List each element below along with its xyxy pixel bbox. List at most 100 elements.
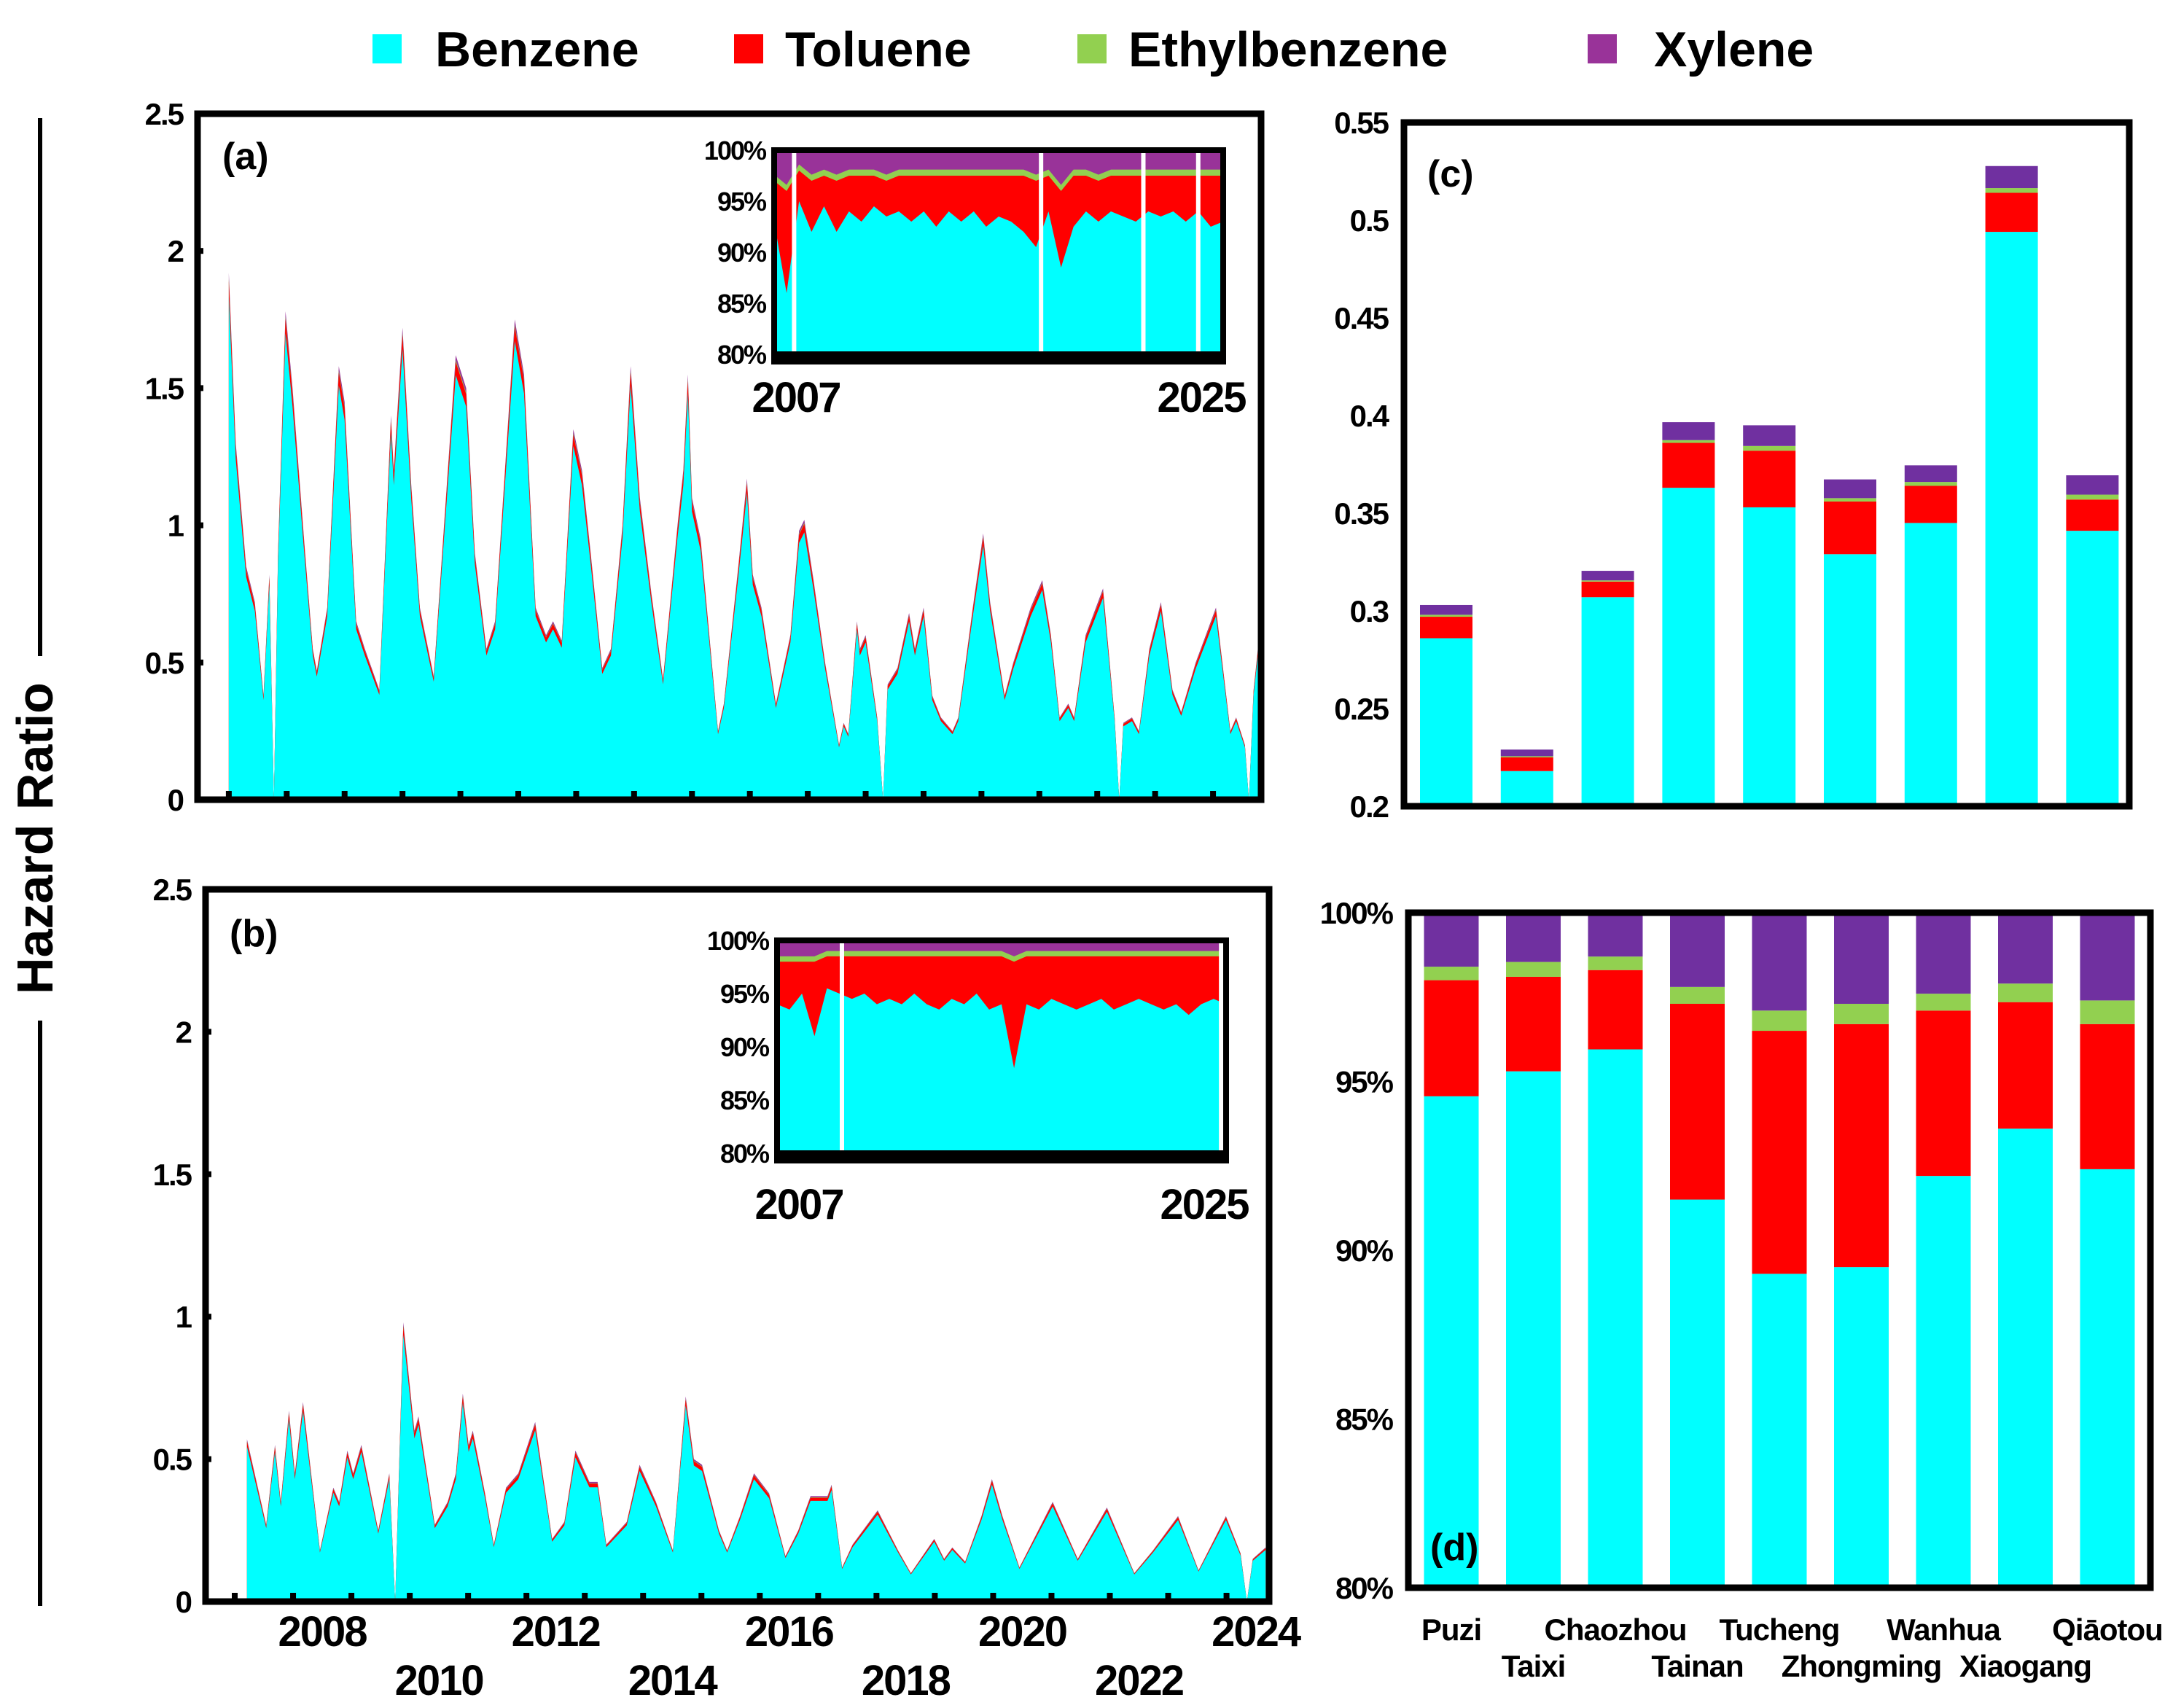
x-tick-mark <box>932 1593 938 1602</box>
inset-y-tick-label: 90% <box>717 238 767 268</box>
x-tick-mark <box>1094 791 1101 800</box>
x-tick-mark <box>990 1593 996 1602</box>
inset-y-tick-label: 100% <box>704 136 767 165</box>
inset-y-tick-label: 100% <box>707 926 770 956</box>
y-tick-label: 0.2 <box>1350 789 1389 824</box>
legend-swatch-ethylbenzene <box>1077 34 1107 63</box>
bar-segment-xylene <box>1581 571 1634 581</box>
y-tick-label: 2.5 <box>145 97 184 131</box>
bar-segment-xylene <box>2066 475 2119 495</box>
panel-label: (d) <box>1430 1526 1478 1569</box>
bar-zhongming <box>1824 479 1876 806</box>
bar-qiāotou <box>2066 475 2119 806</box>
bar-segment-toluene <box>1752 1031 1807 1274</box>
y-tick-label: 1.5 <box>145 371 184 405</box>
x-category-label: Tainan <box>1651 1649 1743 1683</box>
bar-segment-ethylbenzene <box>1581 580 1634 582</box>
inset-x-axis <box>774 1153 1229 1163</box>
x-tick-label: 2024 <box>1212 1608 1301 1656</box>
plot-frame <box>202 886 1273 1605</box>
bar-qiāotou <box>2080 913 2135 1588</box>
x-tick-mark <box>284 791 290 800</box>
x-tick-mark <box>757 1593 763 1602</box>
area-benzene <box>246 1335 1266 1602</box>
bar-segment-benzene <box>1824 554 1876 806</box>
area-benzene <box>228 296 1260 800</box>
bar-segment-ethylbenzene <box>1743 445 1796 451</box>
x-tick-mark <box>1223 1593 1230 1602</box>
x-tick-label: 2014 <box>628 1657 718 1704</box>
x-tick-mark <box>1165 1593 1171 1602</box>
bar-chaozhou <box>1588 913 1643 1588</box>
bar-segment-xylene <box>1500 749 1553 757</box>
y-tick-mark <box>203 1456 211 1462</box>
bar-segment-ethylbenzene <box>1916 994 1971 1011</box>
bar-segment-toluene <box>1581 581 1634 598</box>
y-tick-label: 95% <box>1335 1065 1394 1099</box>
y-tick-mark <box>203 1171 211 1177</box>
bar-segment-toluene <box>1506 976 1561 1072</box>
inset-y-tick-label: 90% <box>720 1032 770 1062</box>
bar-segment-xylene <box>2080 913 2135 1001</box>
bar-segment-benzene <box>1916 1176 1971 1588</box>
legend-label-ethylbenzene: Ethylbenzene <box>1128 22 1448 77</box>
bar-segment-ethylbenzene <box>1985 188 2038 193</box>
bar-segment-toluene <box>1588 970 1643 1050</box>
y-tick-mark <box>203 886 211 892</box>
bar-segment-xylene <box>1916 913 1971 994</box>
legend-item-xylene: Xylene <box>1588 22 1814 77</box>
bar-segment-toluene <box>1424 980 1479 1096</box>
bar-segment-ethylbenzene <box>1662 440 1715 443</box>
bar-xiaogang <box>1985 165 2038 807</box>
y-tick-label: 0.5 <box>1350 203 1389 238</box>
bar-segment-xylene <box>1424 913 1479 967</box>
y-tick-label: 0.4 <box>1350 399 1390 433</box>
panel-c: 0.55 0.5 0.45 0.4 0.35 0.3 0.25 0.2 (c) <box>1334 106 2133 824</box>
bar-segment-benzene <box>1581 597 1634 806</box>
x-tick-mark <box>746 791 753 800</box>
bar-segment-benzene <box>1904 523 1957 806</box>
inset-y-tick-label: 95% <box>720 979 770 1009</box>
bar-segment-ethylbenzene <box>1834 1004 1889 1024</box>
bar-segment-ethylbenzene <box>1420 615 1472 617</box>
x-category-label: Xiaogang <box>1959 1649 2091 1683</box>
bar-segment-benzene <box>1506 1071 1561 1588</box>
inset-y-tick-label: 85% <box>720 1085 770 1115</box>
bar-tainan <box>1662 422 1715 806</box>
bar-segment-toluene <box>1743 451 1796 507</box>
x-tick-mark <box>862 791 869 800</box>
legend-swatch-benzene <box>372 34 402 63</box>
bar-segment-toluene <box>2080 1023 2135 1169</box>
bar-segment-benzene <box>1588 1049 1643 1588</box>
bar-segment-xylene <box>1834 913 1889 1005</box>
y-tick-label: 0.25 <box>1334 692 1389 726</box>
legend-label-xylene: Xylene <box>1654 22 1814 77</box>
y-tick-label: 85% <box>1335 1403 1394 1437</box>
x-tick-mark <box>1048 1593 1055 1602</box>
panel-label: (b) <box>230 913 278 955</box>
legend: Benzene Toluene Ethylbenzene Xylene <box>372 22 1814 77</box>
bar-segment-ethylbenzene <box>1500 756 1553 757</box>
bar-segment-xylene <box>1985 165 2038 189</box>
x-tick-mark <box>341 791 348 800</box>
legend-item-benzene: Benzene <box>372 22 639 77</box>
x-tick-label: 2008 <box>278 1608 367 1656</box>
bar-segment-xylene <box>1588 913 1643 957</box>
inset-x-label: 2025 <box>1160 1181 1249 1228</box>
bar-segment-toluene <box>1985 192 2038 233</box>
x-tick-mark <box>689 791 695 800</box>
x-tick-mark <box>582 1593 588 1602</box>
x-tick-mark <box>640 1593 647 1602</box>
y-tick-mark <box>203 1599 211 1604</box>
bar-segment-xylene <box>1506 913 1561 962</box>
x-tick-mark <box>515 791 522 800</box>
x-tick-label: 2022 <box>1095 1657 1183 1704</box>
y-tick-label: 100% <box>1320 896 1394 930</box>
bar-wanhua <box>1916 913 1971 1588</box>
bar-segment-benzene <box>1834 1267 1889 1588</box>
y-tick-label: 1 <box>176 1300 192 1334</box>
inset-data-gap <box>1219 940 1224 1153</box>
legend-swatch-toluene <box>734 34 763 63</box>
inset-composition: 100% 95% 90% 85% 80% 2007 2025 <box>707 926 1250 1228</box>
